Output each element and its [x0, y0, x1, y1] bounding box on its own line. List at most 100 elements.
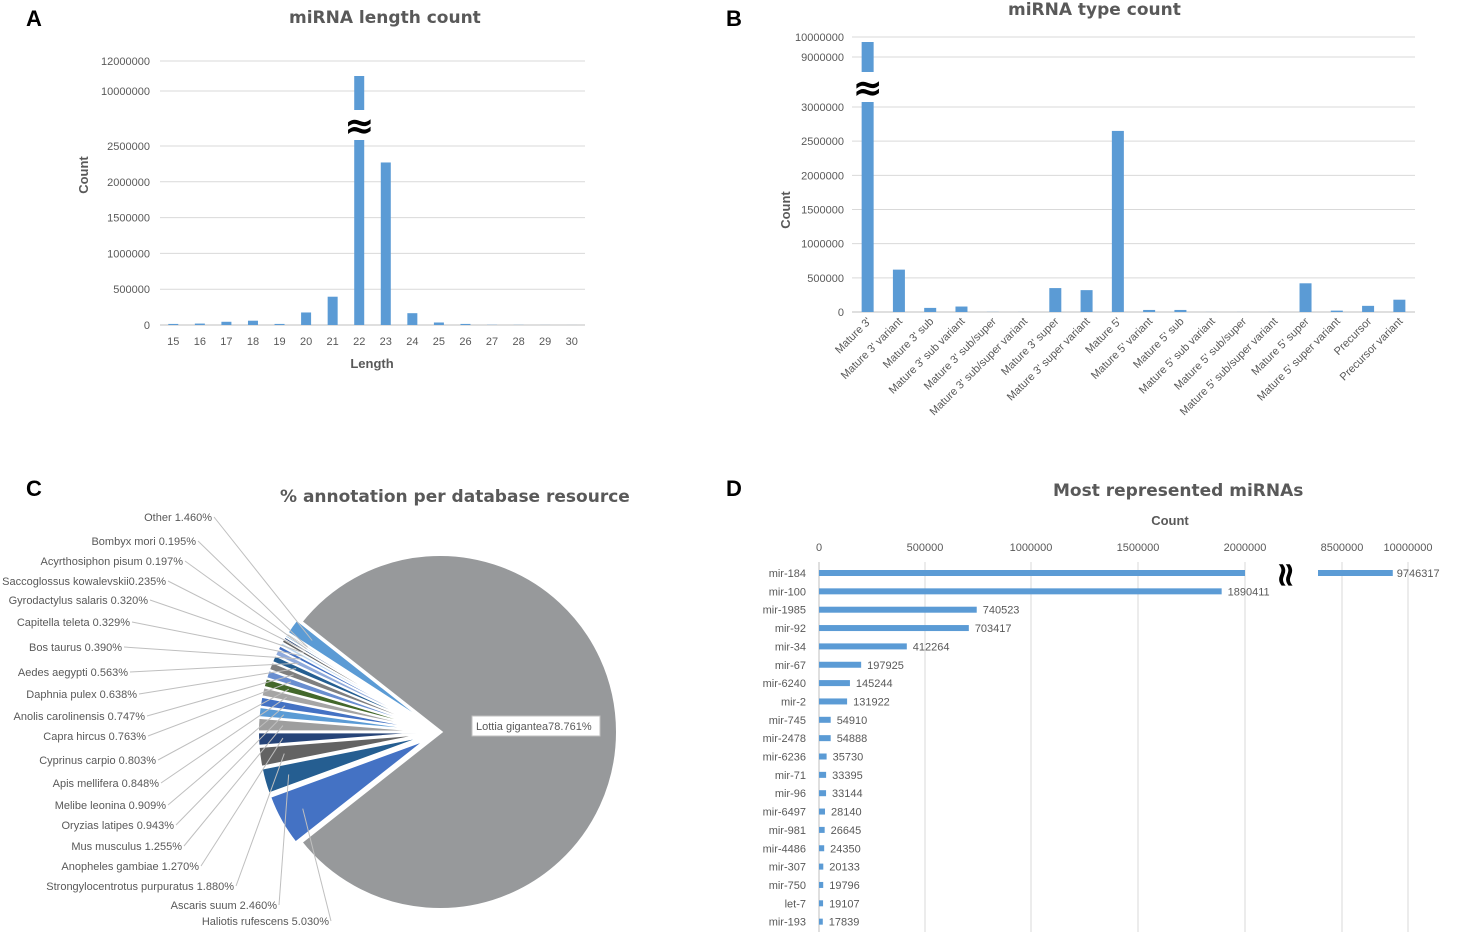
pie-label: Melibe leonina 0.909%: [55, 800, 167, 812]
bar: [819, 808, 825, 815]
bar: [819, 680, 850, 687]
pie-label: Strongylocentrotus purpuratus 1.880%: [46, 881, 234, 893]
axis-break-icon: ≈: [1266, 561, 1306, 590]
bar: [380, 162, 391, 325]
pie-label: Capra hircus 0.763%: [43, 731, 146, 743]
bar: [274, 323, 285, 325]
data-label: 17839: [829, 917, 860, 929]
bar: [1080, 290, 1093, 312]
axis-break-icon: ≈: [344, 106, 374, 147]
y-tick-label: mir-2478: [763, 733, 806, 745]
pie-label: Other 1.460%: [144, 512, 212, 524]
y-tick-label: 500000: [807, 273, 844, 285]
leader-line: [200, 737, 284, 867]
x-tick-label: 10000000: [1384, 542, 1433, 554]
pie-label: Anopheles gambiae 1.270%: [61, 861, 199, 873]
data-label: 26645: [831, 825, 862, 837]
y-tick-label: mir-67: [775, 660, 806, 672]
pie-slice: [269, 740, 425, 844]
bar: [819, 570, 1245, 576]
panel-label-b: B: [726, 6, 742, 31]
pie-label-main: Lottia gigantea78.761%: [476, 721, 592, 733]
y-tick-label: mir-750: [769, 880, 806, 892]
chart-b-title: miRNA type count: [1008, 0, 1181, 20]
y-tick-label: mir-307: [769, 862, 806, 874]
leader-line: [167, 705, 286, 806]
data-label: 412264: [913, 641, 950, 653]
y-tick-label: mir-6240: [763, 678, 806, 690]
bar: [819, 698, 848, 705]
pie-slice: [261, 736, 423, 795]
bar: [819, 771, 827, 778]
x-tick-label: 22: [353, 336, 365, 348]
y-tick-label: 12000000: [101, 56, 150, 68]
bar: [1362, 305, 1375, 312]
y-tick-label: mir-2: [781, 696, 806, 708]
leader-line: [123, 646, 301, 660]
y-tick-label: mir-4486: [763, 843, 806, 855]
data-label: 19796: [829, 880, 860, 892]
leader-line: [167, 580, 306, 652]
y-tick-label: mir-981: [769, 825, 806, 837]
leader-line: [183, 725, 284, 847]
bar: [301, 312, 312, 325]
panel-label-d: D: [726, 476, 742, 501]
bar: [819, 881, 824, 888]
bar: [194, 323, 205, 325]
pie-label: Acyrthosiphon pisum 0.197%: [41, 556, 184, 568]
y-tick-label: mir-745: [769, 715, 806, 727]
bar: [819, 900, 824, 907]
data-label: 35730: [833, 752, 864, 764]
bar: [819, 826, 825, 833]
bar: [433, 322, 444, 325]
y-axis-title: Count: [778, 191, 793, 229]
leader-line: [131, 621, 303, 657]
x-tick-label: 20: [300, 336, 312, 348]
x-tick-label: 16: [194, 336, 206, 348]
chart-d-title: Most represented miRNAs: [1053, 481, 1304, 501]
y-tick-label: 0: [838, 307, 844, 319]
pie-slice: [286, 619, 426, 723]
leader-line: [138, 668, 297, 695]
data-label: 703417: [975, 623, 1012, 635]
y-tick-label: 2000000: [107, 177, 150, 189]
leader-line: [147, 681, 292, 737]
pie-label: Haliotis rufescens 5.030%: [202, 916, 329, 928]
y-tick-label: 2500000: [107, 141, 150, 153]
data-label: 20133: [829, 862, 860, 874]
pie-slice: [297, 552, 620, 912]
x-tick-label: 1000000: [1010, 542, 1053, 554]
pie-slice: [258, 706, 423, 731]
y-tick-label: 500000: [113, 284, 150, 296]
x-tick-label: 29: [539, 336, 551, 348]
bar: [168, 323, 179, 325]
y-tick-label: 10000000: [795, 32, 844, 44]
y-tick-label: 9000000: [801, 52, 844, 64]
bar: [1393, 299, 1406, 312]
x-axis-title: Length: [350, 356, 393, 371]
bar: [924, 307, 937, 312]
chart-b: 0 500000 1000000 1500000 2000000 2500000 30000…: [778, 32, 1415, 418]
bar: [819, 716, 831, 723]
y-tick-label: mir-71: [775, 770, 806, 782]
pie-label: Capitella teleta 0.329%: [17, 617, 130, 629]
leader-line: [175, 714, 285, 826]
x-tick-label: 27: [486, 336, 498, 348]
chart-c-title: % annotation per database resource: [280, 487, 630, 507]
y-tick-label: mir-96: [775, 788, 806, 800]
axis-break-mask: [851, 72, 884, 102]
data-label: 19107: [829, 898, 860, 910]
leader-line: [213, 516, 313, 641]
pie-label: Daphnia pulex 0.638%: [26, 689, 137, 701]
pie-label: Oryzias latipes 0.943%: [62, 820, 175, 832]
bar: [861, 42, 874, 312]
bar: [354, 76, 365, 325]
leader-line: [160, 696, 287, 784]
leader-line: [197, 540, 308, 648]
y-tick-label: 10000000: [101, 86, 150, 98]
bar: [819, 661, 862, 668]
x-tick-label: 18: [247, 336, 259, 348]
pie-label: Bos taurus 0.390%: [29, 642, 122, 654]
bar: [460, 323, 471, 325]
leader-line: [129, 662, 299, 673]
